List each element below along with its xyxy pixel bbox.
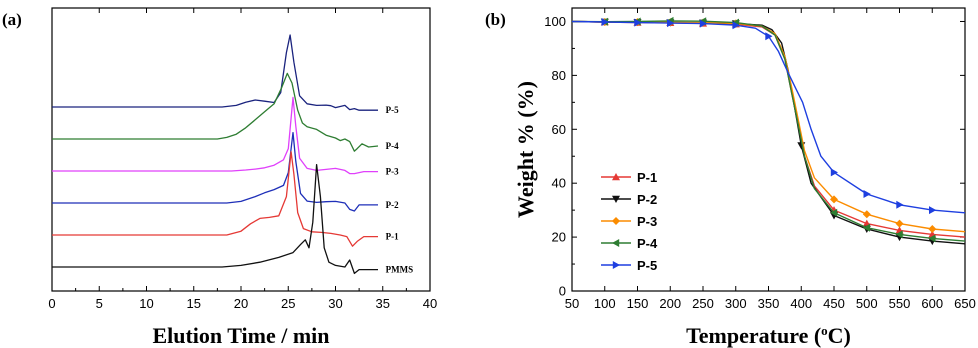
x-tick-label-b: 250 xyxy=(692,296,714,311)
x-tick-label-a: 40 xyxy=(423,296,437,311)
data-point-p-5 xyxy=(634,18,642,27)
data-point-p-5 xyxy=(896,200,904,209)
data-point-p-5 xyxy=(863,190,871,198)
series-line-p-4 xyxy=(571,20,966,242)
y-tick-label-b: 0 xyxy=(559,284,566,299)
series-line-pmms xyxy=(52,163,378,275)
x-tick-label-a: 20 xyxy=(234,296,248,311)
legend-label-p-4: P-4 xyxy=(637,236,658,251)
data-point-p-5 xyxy=(830,168,838,177)
panel-label-b: (b) xyxy=(485,10,506,29)
data-point-p-3 xyxy=(928,225,937,233)
legend-label-p-3: P-3 xyxy=(637,214,657,229)
x-tick-label-b: 650 xyxy=(954,296,976,311)
x-tick-label-b: 450 xyxy=(823,296,845,311)
series-line-p-1 xyxy=(571,20,966,238)
x-tick-label-a: 0 xyxy=(48,296,55,311)
data-point-p-5 xyxy=(765,32,773,41)
y-tick-label-b: 60 xyxy=(552,122,566,137)
y-tick-label-b: 20 xyxy=(552,230,566,245)
series-line-p-5 xyxy=(571,20,966,214)
y-tick-label-b: 40 xyxy=(552,176,566,191)
x-tick-label-a: 30 xyxy=(328,296,342,311)
y-axis-title-b: Weight % (%) xyxy=(513,81,538,218)
data-point-p-5 xyxy=(667,19,675,28)
trace-label-p-5: P-5 xyxy=(386,105,399,115)
data-point-p-4 xyxy=(895,230,903,239)
plot-frame-b xyxy=(571,7,966,292)
series-line-p-5 xyxy=(52,34,378,111)
legend-marker-p-1 xyxy=(612,173,620,181)
x-tick-label-a: 35 xyxy=(376,296,390,311)
trace-label-pmms: PMMS xyxy=(386,265,414,275)
legend-marker-p-4 xyxy=(612,239,620,247)
x-tick-label-b: 350 xyxy=(758,296,780,311)
x-tick-label-b: 550 xyxy=(889,296,911,311)
chart-b: 50 100 150 200 250 300 350 400 450 500 550 600 650 0 2… xyxy=(513,7,976,348)
x-tick-label-b: 100 xyxy=(594,296,616,311)
data-point-p-3 xyxy=(895,219,904,228)
x-tick-label-a: 5 xyxy=(96,296,103,311)
chart-a: 0 5 10 15 20 25 30 35 40 Elution Time / min P-5 P-4… xyxy=(48,7,437,348)
x-axis-title-a: Elution Time / min xyxy=(152,323,329,348)
y-tick-label-b: 80 xyxy=(552,68,566,83)
series-line-p-3 xyxy=(571,20,966,233)
data-point-p-4 xyxy=(928,234,936,243)
x-tick-label-b: 500 xyxy=(856,296,878,311)
series-line-p-3 xyxy=(52,96,378,175)
data-point-p-5 xyxy=(699,19,707,28)
y-tick-label-b: 100 xyxy=(544,14,566,29)
x-axis-title-b: Temperature (oC) xyxy=(686,323,851,348)
x-tick-label-b: 300 xyxy=(725,296,747,311)
data-point-p-5 xyxy=(732,21,740,30)
legend-label-p-5: P-5 xyxy=(637,258,657,273)
data-point-p-3 xyxy=(862,210,871,219)
panel-label-a: (a) xyxy=(2,10,22,29)
data-point-p-3 xyxy=(830,195,838,204)
x-tick-label-b: 50 xyxy=(565,296,579,311)
series-line-p-4 xyxy=(52,72,379,152)
data-point-p-4 xyxy=(862,223,870,232)
legend-label-p-2: P-2 xyxy=(637,192,657,207)
legend-marker-p-5 xyxy=(612,261,620,269)
x-tick-label-b: 600 xyxy=(921,296,943,311)
trace-label-p-1: P-1 xyxy=(386,232,399,242)
data-point-p-5 xyxy=(929,206,937,215)
data-point-p-4 xyxy=(830,208,838,217)
series-line-p-2 xyxy=(571,20,966,245)
legend-marker-p-2 xyxy=(612,195,620,203)
plot-frame-a xyxy=(51,7,431,292)
legend-marker-p-3 xyxy=(612,217,620,225)
x-tick-label-a: 15 xyxy=(187,296,201,311)
x-tick-label-a: 10 xyxy=(139,296,153,311)
series-line-p-1 xyxy=(52,151,378,247)
legend-label-p-1: P-1 xyxy=(637,170,657,185)
series-line-p-2 xyxy=(52,131,378,212)
data-point-p-5 xyxy=(601,18,609,26)
x-tick-label-a: 25 xyxy=(281,296,295,311)
trace-label-p-4: P-4 xyxy=(386,141,399,151)
x-tick-label-b: 200 xyxy=(659,296,681,311)
x-tick-label-b: 400 xyxy=(790,296,812,311)
trace-label-p-2: P-2 xyxy=(386,200,399,210)
x-tick-label-b: 150 xyxy=(627,296,649,311)
trace-label-p-3: P-3 xyxy=(386,167,399,177)
